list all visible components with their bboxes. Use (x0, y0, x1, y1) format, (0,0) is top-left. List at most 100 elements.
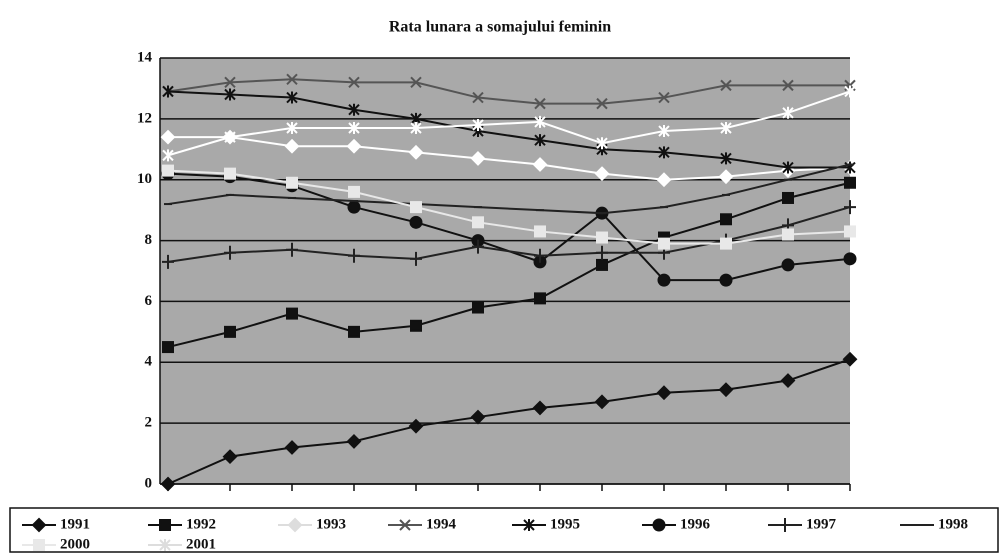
marker (782, 191, 794, 204)
chart-title: Rata lunara a somajului feminin (389, 19, 611, 36)
marker (348, 121, 360, 134)
series-line (167, 181, 851, 349)
marker (782, 79, 794, 92)
legend-box (9, 507, 999, 553)
marker (657, 273, 671, 287)
marker (472, 118, 484, 131)
series-line (167, 206, 851, 263)
y-tick-label: 4 (145, 354, 153, 370)
marker (287, 517, 303, 533)
legend-label: 1993 (316, 516, 346, 532)
marker (410, 201, 422, 214)
marker (782, 228, 794, 241)
marker (224, 325, 236, 338)
marker (224, 167, 236, 180)
marker (780, 373, 796, 388)
series-line (167, 163, 851, 215)
marker (399, 519, 411, 531)
y-tick-label: 0 (145, 475, 153, 491)
marker (844, 200, 856, 215)
marker (408, 418, 424, 434)
marker (348, 103, 360, 116)
marker (160, 129, 176, 145)
marker (162, 85, 174, 98)
marker (594, 166, 610, 182)
marker (410, 319, 422, 332)
marker (656, 172, 672, 188)
marker (162, 149, 174, 162)
marker (472, 216, 484, 229)
marker (162, 254, 174, 269)
series-line (167, 90, 851, 157)
marker (284, 440, 300, 455)
legend-label: 1996 (680, 516, 711, 532)
legend-label: 1991 (60, 516, 90, 532)
marker (652, 518, 666, 532)
marker (844, 225, 856, 238)
marker (658, 146, 670, 159)
marker (720, 152, 732, 165)
marker (720, 121, 732, 134)
marker (286, 242, 298, 257)
marker (410, 251, 422, 266)
y-tick-label: 12 (137, 110, 152, 126)
marker (159, 519, 171, 531)
legend-label: 2001 (186, 536, 216, 552)
marker (844, 176, 856, 189)
marker (224, 76, 236, 89)
marker (346, 433, 362, 449)
marker (719, 273, 733, 287)
marker (532, 400, 548, 416)
legend-label: 2000 (60, 536, 90, 552)
legend-label: 1994 (426, 516, 457, 532)
marker (472, 91, 484, 104)
marker (658, 91, 670, 104)
marker (523, 519, 535, 531)
marker (222, 449, 238, 465)
marker (286, 307, 298, 320)
marker (348, 325, 360, 338)
marker (224, 131, 236, 144)
marker (410, 121, 422, 134)
marker (470, 409, 486, 425)
marker (718, 382, 734, 398)
marker (532, 157, 548, 172)
marker (843, 252, 857, 266)
marker (162, 341, 174, 354)
marker (842, 351, 858, 367)
marker (779, 518, 791, 532)
marker (224, 245, 236, 260)
series-line (167, 169, 851, 245)
marker (718, 169, 734, 185)
marker (720, 213, 732, 226)
marker (33, 539, 45, 551)
marker (472, 239, 484, 254)
marker (286, 121, 298, 134)
marker (596, 245, 608, 260)
marker (470, 150, 486, 166)
marker (534, 97, 546, 110)
marker (348, 248, 360, 263)
legend-label: 1992 (186, 516, 216, 532)
marker (658, 237, 670, 250)
marker (409, 215, 423, 229)
series-line (168, 136, 851, 181)
marker (534, 292, 546, 305)
marker (844, 85, 856, 98)
marker (410, 76, 422, 89)
y-tick-label: 2 (145, 415, 153, 431)
marker (408, 144, 424, 160)
marker (160, 476, 176, 492)
plot-area (160, 58, 850, 484)
marker (346, 138, 362, 154)
marker (162, 164, 174, 177)
marker (656, 385, 672, 401)
legend-label: 1995 (550, 516, 580, 532)
y-tick-label: 8 (145, 232, 153, 248)
series-line (167, 78, 850, 105)
marker (534, 248, 546, 263)
marker (534, 115, 546, 128)
marker (596, 231, 608, 244)
marker (782, 161, 794, 174)
